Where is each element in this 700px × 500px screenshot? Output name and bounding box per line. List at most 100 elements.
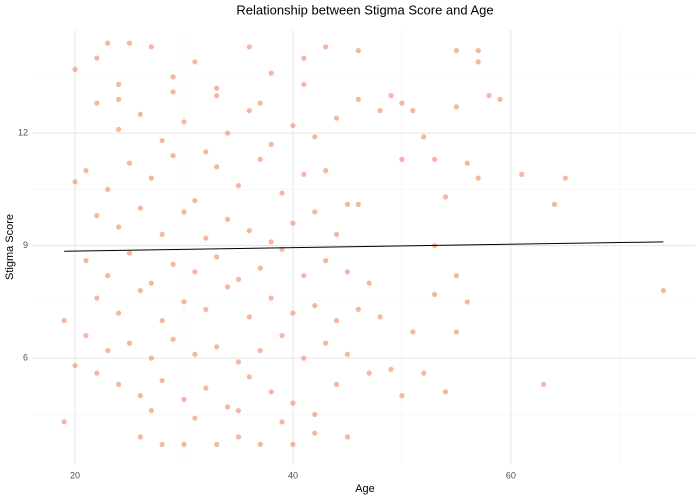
point	[388, 366, 394, 372]
point	[235, 359, 242, 365]
point	[301, 81, 307, 87]
point	[312, 303, 318, 309]
point	[192, 269, 198, 275]
point	[323, 340, 329, 346]
point	[170, 74, 176, 80]
point	[148, 175, 154, 181]
point	[333, 318, 340, 324]
point	[148, 280, 154, 286]
point	[224, 284, 231, 290]
point	[203, 385, 209, 391]
point	[126, 40, 133, 46]
point	[170, 261, 176, 267]
point	[203, 149, 209, 155]
point	[344, 201, 351, 207]
point	[116, 96, 122, 102]
point	[181, 209, 187, 215]
point	[660, 288, 667, 294]
x-tick-label: 60	[506, 470, 516, 480]
point	[192, 415, 198, 421]
point	[214, 254, 220, 260]
point	[388, 93, 394, 99]
point	[333, 231, 340, 237]
point	[214, 85, 220, 91]
point	[61, 318, 67, 324]
point	[137, 205, 144, 211]
point	[399, 156, 405, 162]
point	[323, 168, 329, 174]
point	[137, 111, 144, 117]
point	[312, 134, 318, 140]
point	[453, 273, 459, 279]
point	[475, 59, 481, 65]
point	[148, 355, 154, 361]
point	[192, 198, 198, 204]
point	[214, 441, 220, 447]
point	[159, 378, 165, 384]
point	[257, 348, 263, 354]
y-axis-label: Stigma Score	[4, 214, 16, 280]
point	[72, 66, 78, 72]
point	[290, 123, 296, 129]
point	[137, 393, 144, 399]
point	[540, 381, 547, 387]
point	[126, 340, 133, 346]
point	[246, 44, 252, 50]
point	[159, 318, 165, 324]
point	[159, 138, 165, 144]
point	[224, 404, 231, 410]
point	[105, 40, 111, 46]
x-axis-label: Age	[355, 483, 375, 495]
point	[312, 411, 318, 417]
point	[246, 374, 252, 380]
point	[94, 213, 100, 219]
point	[399, 100, 405, 106]
point	[562, 175, 568, 181]
point	[453, 329, 459, 335]
point	[94, 370, 100, 376]
point	[94, 295, 100, 301]
point	[290, 441, 296, 447]
point	[192, 351, 198, 357]
point	[333, 381, 340, 387]
point	[105, 273, 111, 279]
point	[181, 119, 187, 125]
point	[279, 419, 285, 425]
point	[235, 183, 242, 189]
point	[290, 310, 296, 316]
point	[355, 96, 361, 102]
point	[486, 93, 492, 99]
point	[431, 156, 438, 162]
point	[214, 93, 220, 99]
point	[366, 280, 372, 286]
point	[377, 314, 383, 320]
point	[224, 130, 231, 136]
point	[72, 179, 78, 185]
point	[268, 389, 274, 395]
point	[148, 408, 154, 414]
point	[333, 115, 340, 121]
point	[83, 333, 89, 339]
point	[192, 59, 198, 65]
point	[301, 273, 307, 279]
chart-title: Relationship between Stigma Score and Ag…	[236, 2, 493, 17]
x-tick-label: 40	[288, 470, 298, 480]
point	[344, 269, 351, 275]
point	[181, 396, 187, 402]
point	[126, 250, 133, 256]
point	[235, 276, 242, 282]
point	[203, 235, 209, 241]
point	[116, 126, 122, 132]
point	[431, 291, 438, 297]
point	[246, 228, 252, 234]
point	[344, 351, 351, 357]
point	[126, 160, 133, 166]
point	[442, 389, 449, 395]
point	[475, 175, 481, 181]
point	[268, 70, 274, 76]
point	[83, 168, 89, 174]
point	[214, 344, 220, 350]
x-tick-label: 20	[70, 470, 80, 480]
point	[246, 108, 252, 114]
point	[116, 224, 122, 230]
